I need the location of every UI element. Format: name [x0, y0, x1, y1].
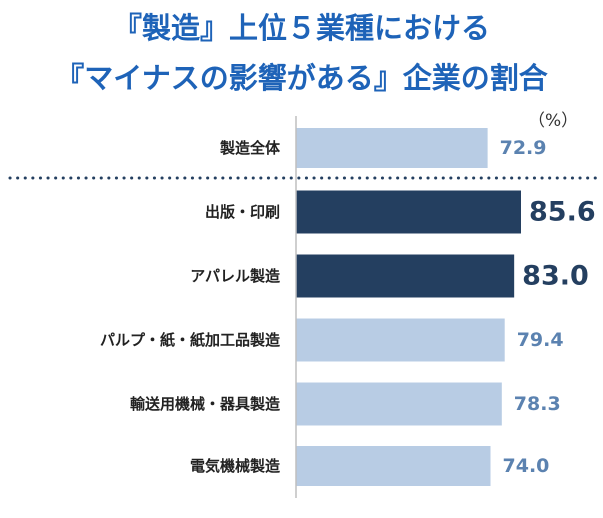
category-label-4: 輸送用機械・器具製造: [130, 395, 280, 413]
bar-1: [296, 190, 521, 234]
bar-5: [296, 446, 491, 486]
bar-3: [296, 318, 505, 362]
bar-0: [296, 128, 488, 168]
value-label-0: 72.9: [500, 137, 547, 159]
chart-title-line-2: 『マイナスの影響がある』企業の割合: [55, 61, 548, 95]
value-label-4: 78.3: [514, 393, 561, 415]
category-label-2: アパレル製造: [190, 267, 280, 285]
value-label-5: 74.0: [503, 455, 550, 477]
category-label-5: 電気機械製造: [190, 457, 280, 475]
bar-2: [296, 254, 515, 298]
value-label-2: 83.0: [522, 261, 589, 292]
category-label-0: 製造全体: [219, 139, 281, 157]
category-label-1: 出版・印刷: [205, 203, 280, 221]
value-label-1: 85.6: [529, 197, 596, 228]
chart-title-line-1: 『製造』上位５業種における: [112, 11, 490, 45]
unit-label: （%）: [528, 111, 579, 131]
bar-4: [296, 382, 502, 426]
value-label-3: 79.4: [517, 329, 564, 351]
category-label-3: パルプ・紙・紙加工品製造: [100, 331, 280, 349]
